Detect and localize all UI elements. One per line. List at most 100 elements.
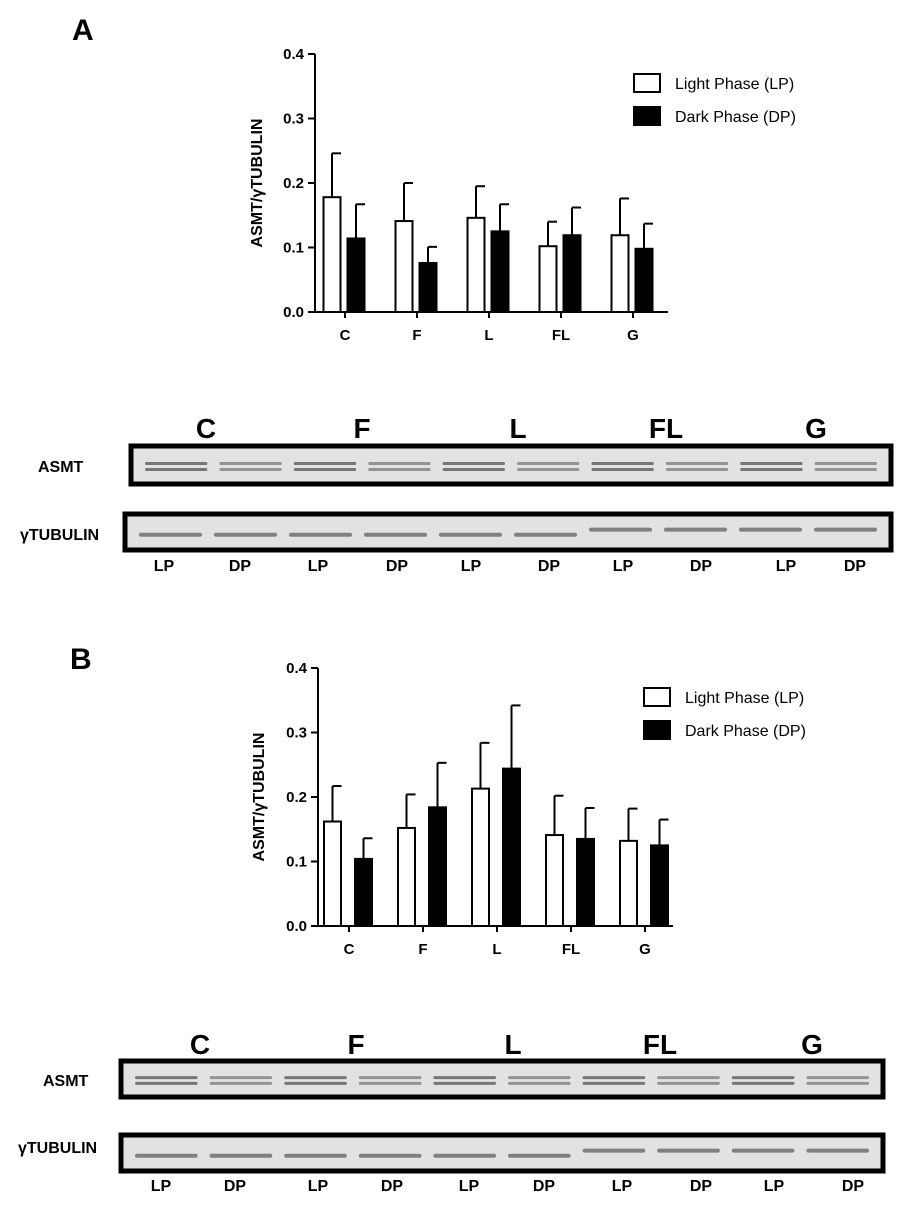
legend-label-dp-a: Dark Phase (DP) xyxy=(675,109,796,126)
lane-label: LP xyxy=(776,558,797,575)
blot-group-label: FL xyxy=(649,413,683,444)
protein-band xyxy=(814,461,877,465)
blot-strip-tubulin-a xyxy=(122,511,894,553)
protein-band xyxy=(442,461,505,465)
protein-band xyxy=(214,532,277,537)
y-tick-label: 0.2 xyxy=(286,789,307,806)
blot-group-label: L xyxy=(504,1029,521,1060)
panel-letter-a: A xyxy=(72,14,94,47)
bands-asmt-a xyxy=(145,461,877,472)
lane-label: DP xyxy=(229,558,252,575)
lane-label: LP xyxy=(613,558,634,575)
protein-band xyxy=(731,1148,795,1153)
blot-group-label: F xyxy=(353,413,370,444)
protein-band xyxy=(740,468,803,472)
bar-dark-phase xyxy=(634,247,654,313)
lane-label: DP xyxy=(844,558,867,575)
legend-label-lp-b: Light Phase (LP) xyxy=(685,690,804,707)
bar-dark-phase xyxy=(346,237,366,313)
bar-chart-b: ASMT/γTUBULIN 0.00.10.20.30.4 C F L FL G Lig… xyxy=(251,660,806,958)
bar-light-phase xyxy=(323,820,342,928)
protein-band xyxy=(284,1076,347,1080)
bands-asmt-b xyxy=(135,1076,869,1085)
legend-label-lp-a: Light Phase (LP) xyxy=(675,76,794,93)
protein-band xyxy=(589,527,652,532)
bar-dark-phase xyxy=(562,234,582,313)
lane-label: LP xyxy=(612,1178,633,1195)
protein-band xyxy=(517,468,580,472)
protein-band xyxy=(358,1081,422,1085)
protein-band xyxy=(806,1081,869,1085)
western-blot-b: C F L FL G ASMT γTUBULIN LP DP LP DP LP … xyxy=(18,1029,886,1195)
bar-dark-phase xyxy=(490,230,510,313)
bar-dark-phase xyxy=(418,261,438,314)
lane-label: LP xyxy=(308,558,329,575)
x-tick-label: G xyxy=(639,941,651,958)
protein-band xyxy=(508,1153,571,1158)
protein-band xyxy=(591,468,654,472)
protein-band xyxy=(657,1148,720,1153)
bar-light-phase xyxy=(545,834,564,927)
panel-letter-b: B xyxy=(70,643,92,676)
protein-band xyxy=(582,1076,646,1080)
x-tick-label: C xyxy=(344,941,355,958)
blot-row-label-tubulin-b: γTUBULIN xyxy=(18,1140,97,1157)
protein-band xyxy=(293,468,357,472)
protein-band xyxy=(508,1081,571,1085)
protein-band xyxy=(209,1153,273,1158)
lane-label: LP xyxy=(461,558,482,575)
blot-row-label-tubulin-a: γTUBULIN xyxy=(20,527,99,544)
protein-band xyxy=(209,1081,273,1085)
bar-dark-phase xyxy=(354,857,373,927)
lane-label: DP xyxy=(224,1178,247,1195)
bar-light-phase xyxy=(610,234,630,313)
y-tick-label: 0.1 xyxy=(286,854,307,871)
protein-band xyxy=(814,527,877,532)
blot-row-label-asmt-a: ASMT xyxy=(38,459,84,476)
protein-band xyxy=(368,468,431,472)
protein-band xyxy=(591,461,654,465)
y-tick-label: 0.3 xyxy=(286,725,307,742)
protein-band xyxy=(135,1153,198,1158)
x-tick-label: FL xyxy=(562,941,580,958)
protein-band xyxy=(514,532,577,537)
protein-band xyxy=(433,1081,496,1085)
x-tick-label: L xyxy=(492,941,501,958)
protein-band xyxy=(284,1153,347,1158)
lane-label: DP xyxy=(690,558,713,575)
lane-label: LP xyxy=(154,558,175,575)
lane-label: DP xyxy=(690,1178,713,1195)
protein-band xyxy=(665,461,729,465)
protein-band xyxy=(731,1076,795,1080)
protein-band xyxy=(293,461,357,465)
protein-band xyxy=(439,532,502,537)
protein-band xyxy=(664,527,727,532)
legend-swatch-lp-b xyxy=(643,687,671,707)
blot-strip-asmt-b xyxy=(118,1058,886,1100)
bar-light-phase xyxy=(394,220,414,313)
protein-band xyxy=(731,1081,795,1085)
protein-band xyxy=(364,532,427,537)
protein-band xyxy=(145,468,208,472)
legend-label-dp-b: Dark Phase (DP) xyxy=(685,723,806,740)
protein-band xyxy=(442,468,505,472)
y-tick-label: 0.1 xyxy=(283,240,304,257)
bar-dark-phase xyxy=(502,767,521,927)
bar-dark-phase xyxy=(650,844,669,927)
blot-strip-asmt-a xyxy=(128,443,894,487)
bar-light-phase xyxy=(471,787,490,927)
lane-label: DP xyxy=(538,558,561,575)
bands-tubulin-a xyxy=(139,527,877,537)
x-tick-label: G xyxy=(627,327,639,344)
x-ticks-b: C F L FL G xyxy=(344,926,651,958)
lane-label: LP xyxy=(459,1178,480,1195)
bar-dark-phase xyxy=(428,806,447,928)
y-tick-label: 0.4 xyxy=(283,46,305,63)
x-tick-label: F xyxy=(418,941,427,958)
x-tick-label: L xyxy=(484,327,493,344)
y-ticks-b: 0.0 0.1 0.2 0.3 0.4 xyxy=(286,660,318,935)
protein-band xyxy=(139,532,202,537)
x-tick-label: F xyxy=(412,327,421,344)
protein-band xyxy=(219,461,282,465)
blot-group-label: FL xyxy=(643,1029,677,1060)
